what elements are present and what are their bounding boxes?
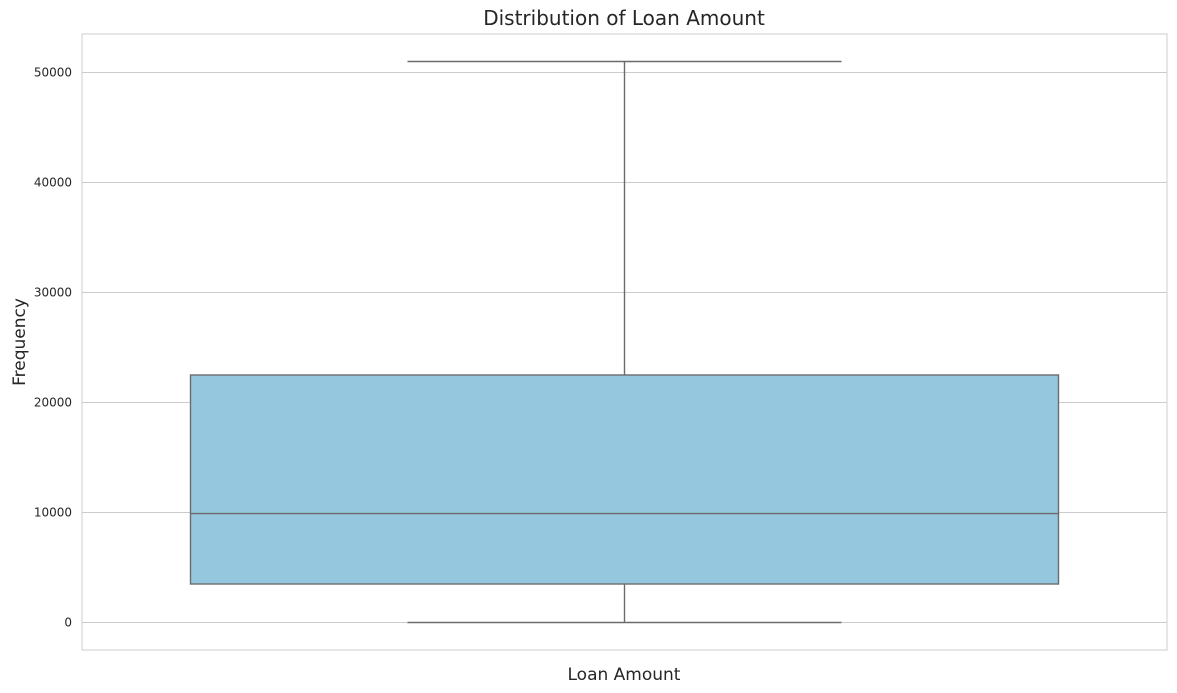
box-elements [189,60,1060,624]
x-axis-label: Loan Amount [568,665,681,685]
y-tick-label: 30000 [34,286,72,300]
y-tick-label: 0 [64,616,72,630]
interquartile-box [189,374,1060,585]
y-tick-label: 10000 [34,506,72,520]
y-tick-labels: 0 10000 20000 30000 40000 50000 [34,66,72,630]
y-axis-label: Frequency [10,298,30,386]
y-tick-label: 50000 [34,66,72,80]
chart-title: Distribution of Loan Amount [483,6,765,30]
y-tick-label: 40000 [34,176,72,190]
plot-frame [81,33,1168,651]
y-tick-label: 20000 [34,396,72,410]
